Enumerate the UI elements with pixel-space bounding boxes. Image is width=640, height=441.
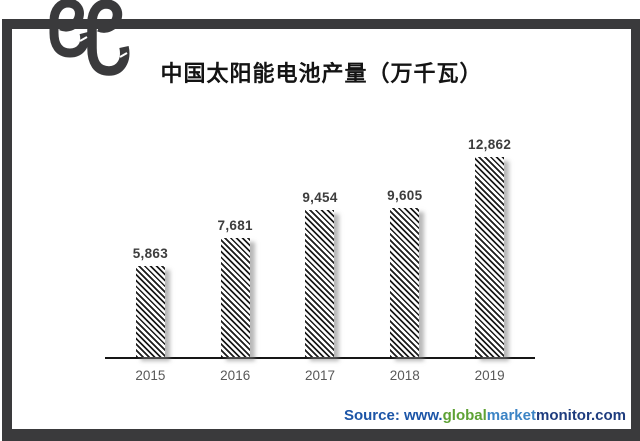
bar-column-2018: 9,605 2018 (362, 135, 447, 383)
x-axis-line (105, 357, 535, 359)
bar-column-2017: 9,454 2017 (278, 135, 363, 383)
bar-2018 (390, 207, 420, 357)
bar-value-label: 9,454 (302, 190, 338, 205)
bar-column-2019: 12,862 2019 (447, 135, 532, 383)
bar-2017 (305, 210, 335, 357)
source-url-segment: monitor (535, 407, 591, 424)
source-url-segment: .com (590, 407, 626, 424)
bar-value-label: 12,862 (468, 137, 512, 152)
bar-2019 (475, 157, 505, 357)
chart-title: 中国太阳能电池产量（万千瓦） (160, 61, 483, 86)
bar-column-2015: 5,863 2015 (108, 135, 193, 383)
plot-area: 5,863 2015 7,681 2016 9,454 2017 9,605 2018 12,8… (105, 135, 535, 383)
source-url-segment: global (442, 407, 487, 424)
bar-2015 (135, 265, 165, 357)
x-tick-label: 2016 (220, 368, 251, 383)
x-tick-label: 2019 (474, 368, 505, 383)
bar-value-label: 9,605 (387, 187, 423, 203)
source-url: globalmarketmonitor.com (443, 407, 626, 424)
x-tick-label: 2018 (389, 368, 420, 383)
x-tick-label: 2015 (135, 368, 166, 383)
frame-border (2, 19, 640, 441)
source-url-segment: market (486, 407, 536, 424)
x-tick-label: 2017 (304, 368, 336, 383)
source-prefix-text: Source: www. (343, 407, 443, 424)
bar-value-label: 7,681 (217, 217, 253, 233)
source-line: Source: www.globalmarketmonitor.com (344, 407, 626, 424)
bar-column-2016: 7,681 2016 (193, 135, 278, 383)
double-e-hook-logo-icon (49, 0, 130, 76)
bar-2016 (220, 237, 250, 357)
bar-value-label: 5,863 (132, 245, 169, 261)
